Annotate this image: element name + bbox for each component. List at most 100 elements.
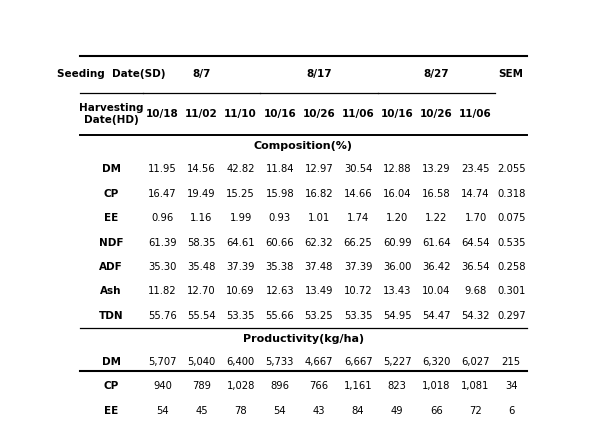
Text: EE: EE xyxy=(104,213,118,223)
Text: NDF: NDF xyxy=(99,238,123,248)
Text: 53.35: 53.35 xyxy=(226,311,255,321)
Text: 54.32: 54.32 xyxy=(461,311,490,321)
Text: 1.74: 1.74 xyxy=(347,213,369,223)
Text: 1.22: 1.22 xyxy=(425,213,448,223)
Text: 11/06: 11/06 xyxy=(342,109,375,119)
Text: 66: 66 xyxy=(430,406,443,416)
Text: 8/7: 8/7 xyxy=(192,69,211,79)
Text: 36.00: 36.00 xyxy=(383,262,411,272)
Text: 11.95: 11.95 xyxy=(148,165,177,174)
Text: 0.318: 0.318 xyxy=(497,189,525,199)
Text: 37.48: 37.48 xyxy=(305,262,333,272)
Text: 11/10: 11/10 xyxy=(224,109,257,119)
Text: 37.39: 37.39 xyxy=(344,262,372,272)
Text: 43: 43 xyxy=(313,406,325,416)
Text: 36.54: 36.54 xyxy=(461,262,490,272)
Text: 54: 54 xyxy=(156,406,169,416)
Text: 10.69: 10.69 xyxy=(226,286,255,296)
Text: 13.49: 13.49 xyxy=(305,286,333,296)
Text: 12.63: 12.63 xyxy=(265,286,294,296)
Text: 78: 78 xyxy=(234,406,247,416)
Text: 10/26: 10/26 xyxy=(303,109,335,119)
Text: 9.68: 9.68 xyxy=(464,286,487,296)
Text: 4,667: 4,667 xyxy=(305,357,333,367)
Text: 55.66: 55.66 xyxy=(265,311,294,321)
Text: 60.66: 60.66 xyxy=(265,238,294,248)
Text: 12.88: 12.88 xyxy=(383,165,411,174)
Text: 61.39: 61.39 xyxy=(148,238,176,248)
Text: 0.535: 0.535 xyxy=(497,238,526,248)
Text: CP: CP xyxy=(104,381,119,392)
Text: 61.64: 61.64 xyxy=(422,238,451,248)
Text: 15.25: 15.25 xyxy=(226,189,255,199)
Text: 54: 54 xyxy=(274,406,286,416)
Text: 60.99: 60.99 xyxy=(383,238,411,248)
Text: 10/16: 10/16 xyxy=(263,109,296,119)
Text: 54.47: 54.47 xyxy=(422,311,451,321)
Text: 10.04: 10.04 xyxy=(422,286,451,296)
Text: 6,400: 6,400 xyxy=(227,357,255,367)
Text: 49: 49 xyxy=(391,406,404,416)
Text: 62.32: 62.32 xyxy=(305,238,333,248)
Text: 5,227: 5,227 xyxy=(383,357,411,367)
Text: CP: CP xyxy=(104,189,119,199)
Text: 766: 766 xyxy=(310,381,329,392)
Text: 58.35: 58.35 xyxy=(187,238,215,248)
Text: 35.48: 35.48 xyxy=(187,262,215,272)
Text: 5,733: 5,733 xyxy=(266,357,294,367)
Text: 6,320: 6,320 xyxy=(422,357,451,367)
Text: 16.04: 16.04 xyxy=(383,189,411,199)
Text: 2.055: 2.055 xyxy=(497,165,526,174)
Text: 12.70: 12.70 xyxy=(187,286,216,296)
Text: 16.58: 16.58 xyxy=(422,189,451,199)
Text: 34: 34 xyxy=(505,381,517,392)
Text: 35.38: 35.38 xyxy=(266,262,294,272)
Text: 42.82: 42.82 xyxy=(226,165,255,174)
Text: 10.72: 10.72 xyxy=(344,286,372,296)
Text: Seeding  Date(SD): Seeding Date(SD) xyxy=(57,69,165,79)
Text: 15.98: 15.98 xyxy=(265,189,294,199)
Text: 0.258: 0.258 xyxy=(497,262,526,272)
Text: 6,027: 6,027 xyxy=(461,357,490,367)
Text: 1,081: 1,081 xyxy=(461,381,490,392)
Text: 0.96: 0.96 xyxy=(151,213,173,223)
Text: 13.29: 13.29 xyxy=(422,165,451,174)
Text: 789: 789 xyxy=(192,381,211,392)
Text: 45: 45 xyxy=(195,406,208,416)
Text: DM: DM xyxy=(102,357,121,367)
Text: DM: DM xyxy=(102,165,121,174)
Text: 0.075: 0.075 xyxy=(497,213,526,223)
Text: 11/02: 11/02 xyxy=(185,109,218,119)
Text: 12.97: 12.97 xyxy=(304,165,333,174)
Text: 19.49: 19.49 xyxy=(187,189,216,199)
Text: 1,028: 1,028 xyxy=(227,381,255,392)
Text: 11/06: 11/06 xyxy=(459,109,492,119)
Text: 13.43: 13.43 xyxy=(383,286,411,296)
Text: 14.74: 14.74 xyxy=(461,189,490,199)
Text: 1.20: 1.20 xyxy=(386,213,408,223)
Text: 0.297: 0.297 xyxy=(497,311,526,321)
Text: 72: 72 xyxy=(469,406,482,416)
Text: 10/26: 10/26 xyxy=(420,109,453,119)
Text: 16.47: 16.47 xyxy=(148,189,176,199)
Text: 940: 940 xyxy=(153,381,172,392)
Text: 36.42: 36.42 xyxy=(422,262,451,272)
Text: 23.45: 23.45 xyxy=(461,165,490,174)
Text: 10/16: 10/16 xyxy=(381,109,414,119)
Text: 55.54: 55.54 xyxy=(187,311,216,321)
Text: 0.93: 0.93 xyxy=(269,213,291,223)
Text: 6: 6 xyxy=(508,406,514,416)
Text: 53.25: 53.25 xyxy=(305,311,333,321)
Text: 6,667: 6,667 xyxy=(344,357,372,367)
Text: EE: EE xyxy=(104,406,118,416)
Text: 5,040: 5,040 xyxy=(188,357,215,367)
Text: 53.35: 53.35 xyxy=(344,311,372,321)
Text: 1,161: 1,161 xyxy=(344,381,372,392)
Text: Composition(%): Composition(%) xyxy=(254,141,353,151)
Text: 55.76: 55.76 xyxy=(148,311,177,321)
Text: Harvesting
Date(HD): Harvesting Date(HD) xyxy=(79,103,143,125)
Text: 823: 823 xyxy=(388,381,407,392)
Text: ADF: ADF xyxy=(99,262,123,272)
Text: 84: 84 xyxy=(352,406,364,416)
Text: 35.30: 35.30 xyxy=(148,262,176,272)
